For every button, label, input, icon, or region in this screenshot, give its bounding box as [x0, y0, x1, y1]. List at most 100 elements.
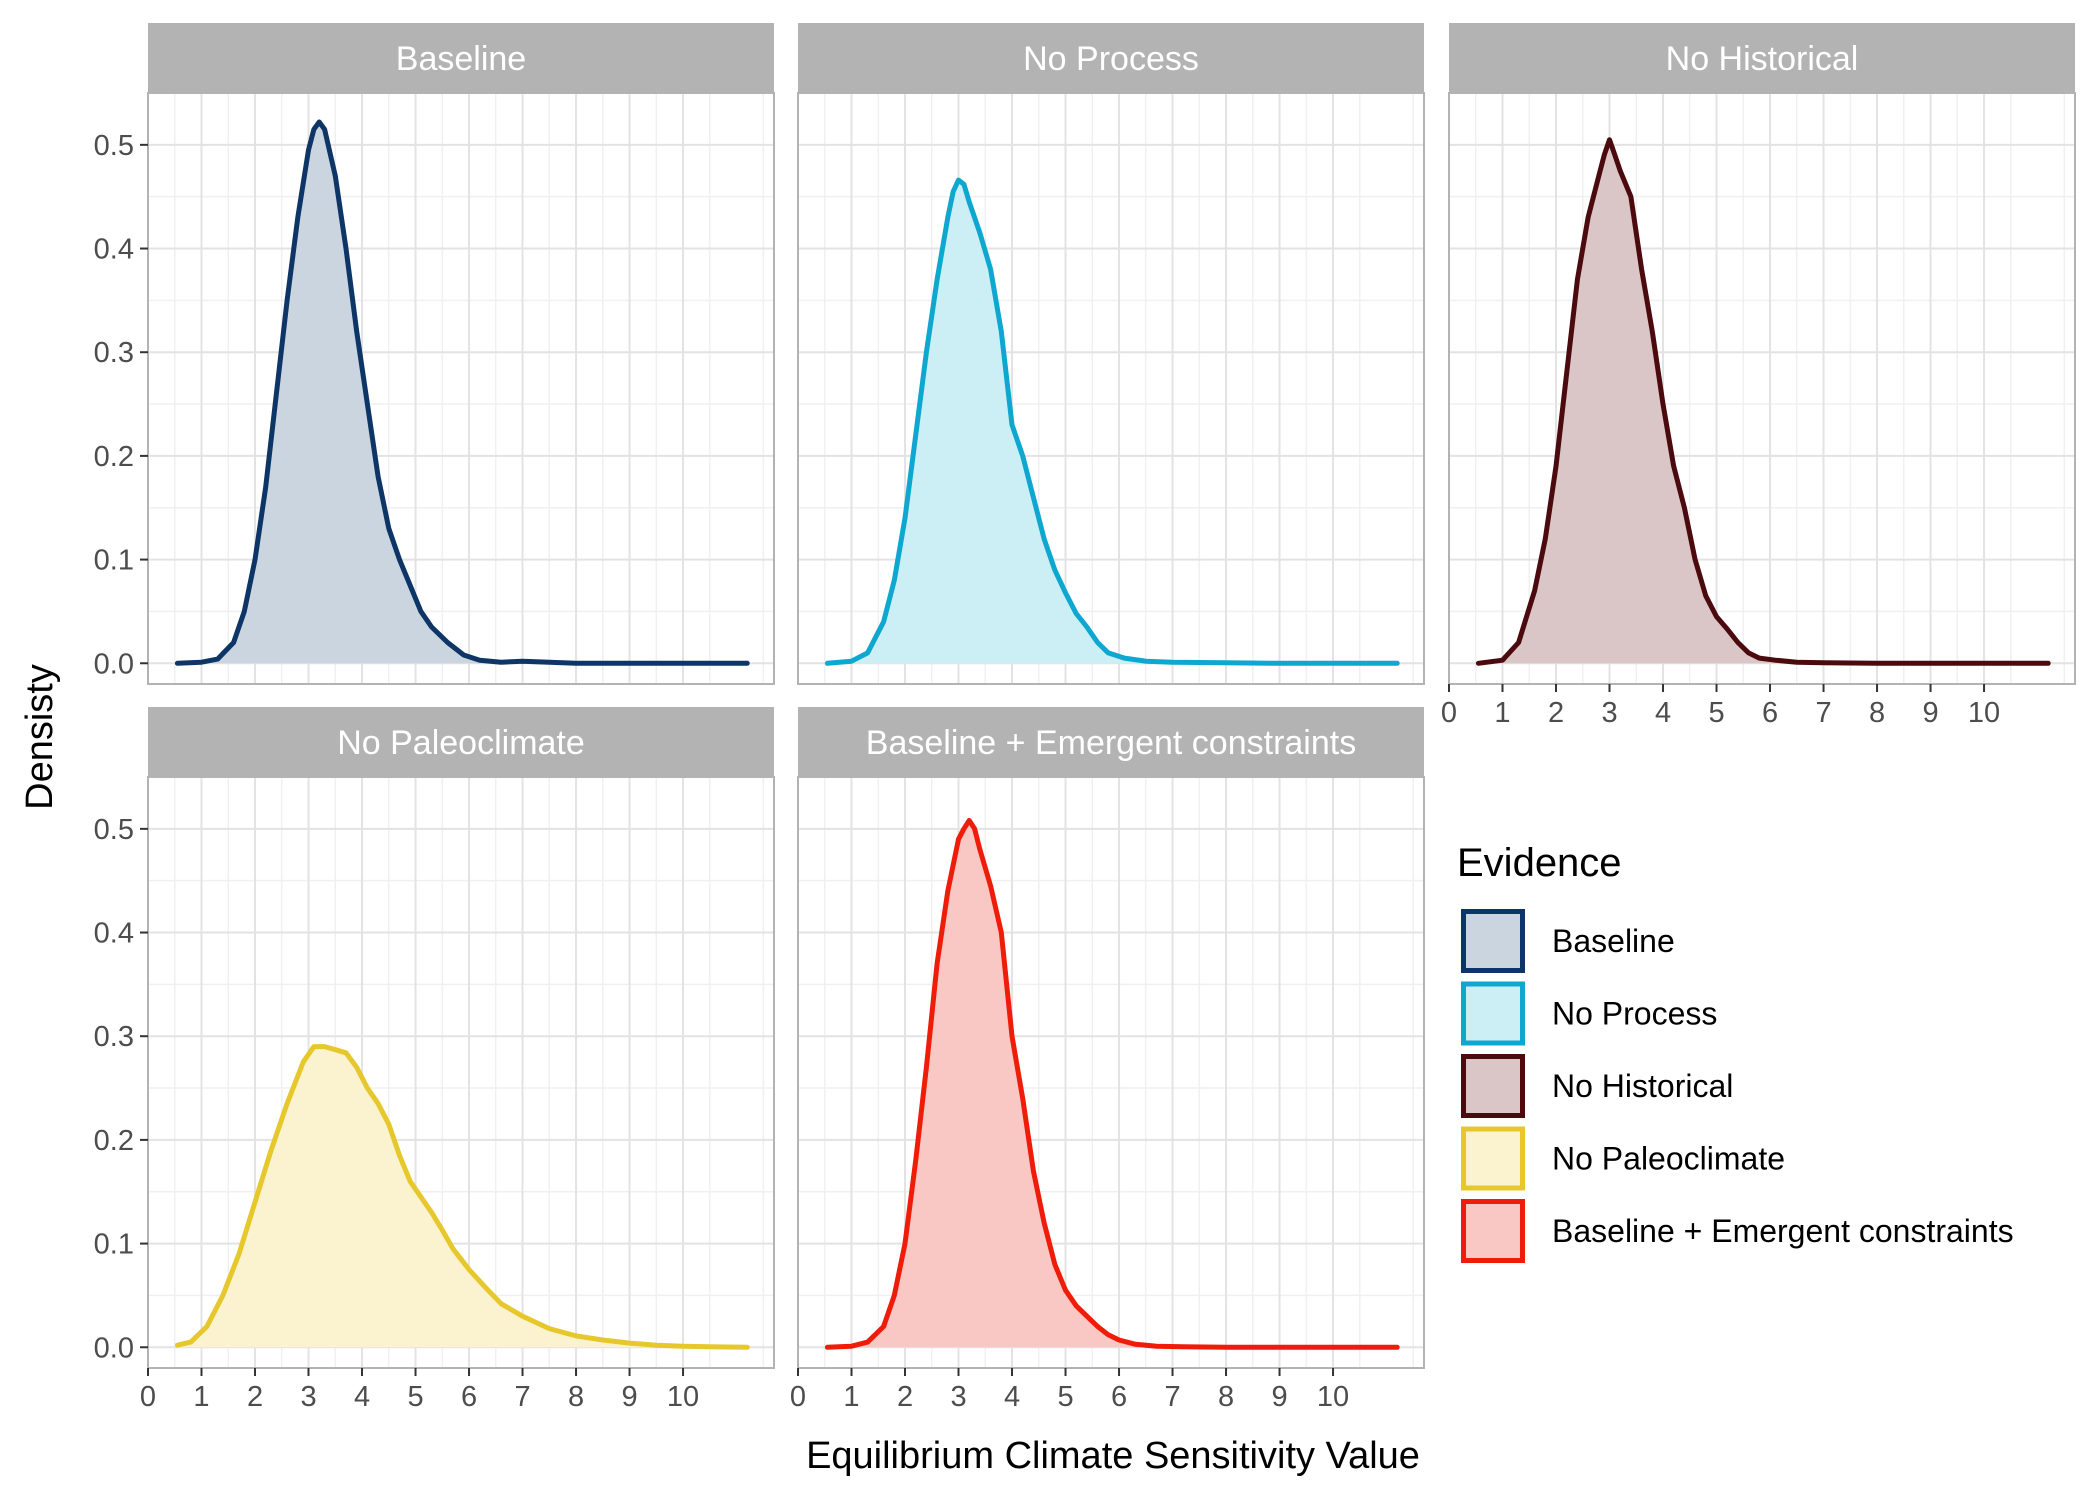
panel-border: [797, 92, 1425, 685]
legend-key: [1461, 1054, 1525, 1118]
x-tick-label: 9: [621, 1381, 637, 1413]
x-tick-label: 3: [950, 1381, 966, 1413]
x-tick-label: 10: [667, 1381, 699, 1413]
x-tick-label: 1: [1494, 697, 1510, 729]
x-tick-label: 7: [1815, 697, 1831, 729]
y-tick-label: 0.2: [94, 1125, 134, 1157]
y-tick-label: 0.4: [94, 918, 134, 950]
facet-panel: No Paleoclimate: [147, 707, 775, 1369]
facet-strip: [148, 23, 774, 93]
x-tick-label: 8: [1869, 697, 1885, 729]
legend-key: [1461, 981, 1525, 1046]
x-tick-label: 10: [1317, 1381, 1349, 1413]
density-line: [824, 177, 1400, 666]
legend-key: [1461, 1199, 1525, 1263]
y-tick-label: 0.5: [94, 814, 134, 846]
legend-label: No Paleoclimate: [1552, 1141, 1785, 1177]
x-tick-label: 4: [1655, 697, 1671, 729]
legend-key: [1461, 1126, 1525, 1191]
x-tick-label: 6: [1762, 697, 1778, 729]
facet-panel: No Historical: [1448, 23, 2076, 685]
y-tick-label: 0.1: [94, 545, 134, 577]
x-tick-label: 6: [1111, 1381, 1127, 1413]
facet-panel: No Process: [797, 23, 1425, 685]
x-tick-label: 2: [247, 1381, 263, 1413]
panel-background: [798, 777, 1424, 1368]
y-tick-label: 0.4: [94, 234, 134, 266]
facet-strip-label: No Process: [1023, 40, 1199, 78]
x-tick-label: 5: [1708, 697, 1724, 729]
panel-border: [147, 776, 775, 1369]
y-tick-label: 0.3: [94, 337, 134, 369]
x-tick-label: 0: [790, 1381, 806, 1413]
x-tick-label: 10: [1968, 697, 2000, 729]
density-area: [177, 122, 748, 664]
y-tick-label: 0.1: [94, 1229, 134, 1261]
facet-strip-label: No Paleoclimate: [337, 724, 585, 762]
x-tick-label: 4: [354, 1381, 370, 1413]
panel-border: [1448, 92, 2076, 685]
axes: 0.00.10.20.30.40.50 1 2 3 4 5 6 7 8 9 100.00.10.20…: [94, 130, 2001, 1413]
x-axis-title: Equilibrium Climate Sensitivity Value: [806, 1435, 1420, 1477]
panel-background: [148, 93, 774, 684]
x-tick-label: 2: [897, 1381, 913, 1413]
y-tick-label: 0.2: [94, 441, 134, 473]
density-area: [1478, 139, 2049, 664]
legend-label: Baseline: [1552, 923, 1675, 959]
y-tick-label: 0.0: [94, 648, 134, 680]
y-axis-title: Densisty: [19, 664, 61, 810]
legend-item: No Historical: [1461, 1054, 1733, 1118]
x-tick-label: 0: [1441, 697, 1457, 729]
facet-panels: Baseline No Process No Historical No Paleoc…: [147, 23, 2076, 1369]
legend-label: Baseline + Emergent constraints: [1552, 1213, 2014, 1249]
x-tick-label: 9: [1271, 1381, 1287, 1413]
legend-label: No Historical: [1552, 1068, 1733, 1104]
facet-strip: [148, 707, 774, 777]
legend-item: Baseline + Emergent constraints: [1461, 1199, 2014, 1263]
x-tick-label: 2: [1548, 697, 1564, 729]
x-tick-label: 3: [300, 1381, 316, 1413]
y-tick-label: 0.0: [94, 1332, 134, 1364]
density-line: [174, 119, 750, 666]
panel-border: [797, 776, 1425, 1369]
x-tick-label: 5: [1057, 1381, 1073, 1413]
density-area: [827, 820, 1398, 1348]
facet-panel: Baseline + Emergent constraints: [797, 707, 1425, 1369]
density-line: [824, 818, 1400, 1350]
x-tick-label: 8: [568, 1381, 584, 1413]
facet-strip-label: Baseline: [396, 40, 526, 78]
facet-strip: [798, 707, 1424, 777]
legend-label: No Process: [1552, 996, 1717, 1032]
y-tick-label: 0.3: [94, 1021, 134, 1053]
facet-strip-label: Baseline + Emergent constraints: [866, 724, 1356, 762]
facet-strip: [1449, 23, 2075, 93]
density-line: [174, 1044, 750, 1350]
legend-key: [1461, 909, 1525, 973]
x-tick-label: 9: [1922, 697, 1938, 729]
x-tick-label: 6: [461, 1381, 477, 1413]
x-tick-label: 1: [843, 1381, 859, 1413]
density-area: [827, 180, 1398, 664]
x-tick-label: 3: [1601, 697, 1617, 729]
legend-title: Evidence: [1457, 841, 1622, 885]
y-tick-label: 0.5: [94, 130, 134, 162]
legend-item: No Process: [1461, 981, 1717, 1046]
legend-item: No Paleoclimate: [1461, 1126, 1785, 1191]
panel-border: [147, 92, 775, 685]
legend: Evidence Baseline No Process No Historical…: [1457, 841, 2014, 1263]
x-tick-label: 4: [1004, 1381, 1020, 1413]
x-tick-label: 5: [407, 1381, 423, 1413]
x-tick-label: 7: [514, 1381, 530, 1413]
density-line: [1475, 137, 2051, 666]
x-tick-label: 8: [1218, 1381, 1234, 1413]
legend-items: Baseline No Process No Historical No Paleoc…: [1461, 909, 2014, 1263]
facet-strip-label: No Historical: [1666, 40, 1859, 78]
x-tick-label: 0: [140, 1381, 156, 1413]
legend-item: Baseline: [1461, 909, 1675, 973]
facet-panel: Baseline: [147, 23, 775, 685]
density-area: [177, 1046, 748, 1348]
facet-strip: [798, 23, 1424, 93]
x-tick-label: 1: [193, 1381, 209, 1413]
x-tick-label: 7: [1164, 1381, 1180, 1413]
